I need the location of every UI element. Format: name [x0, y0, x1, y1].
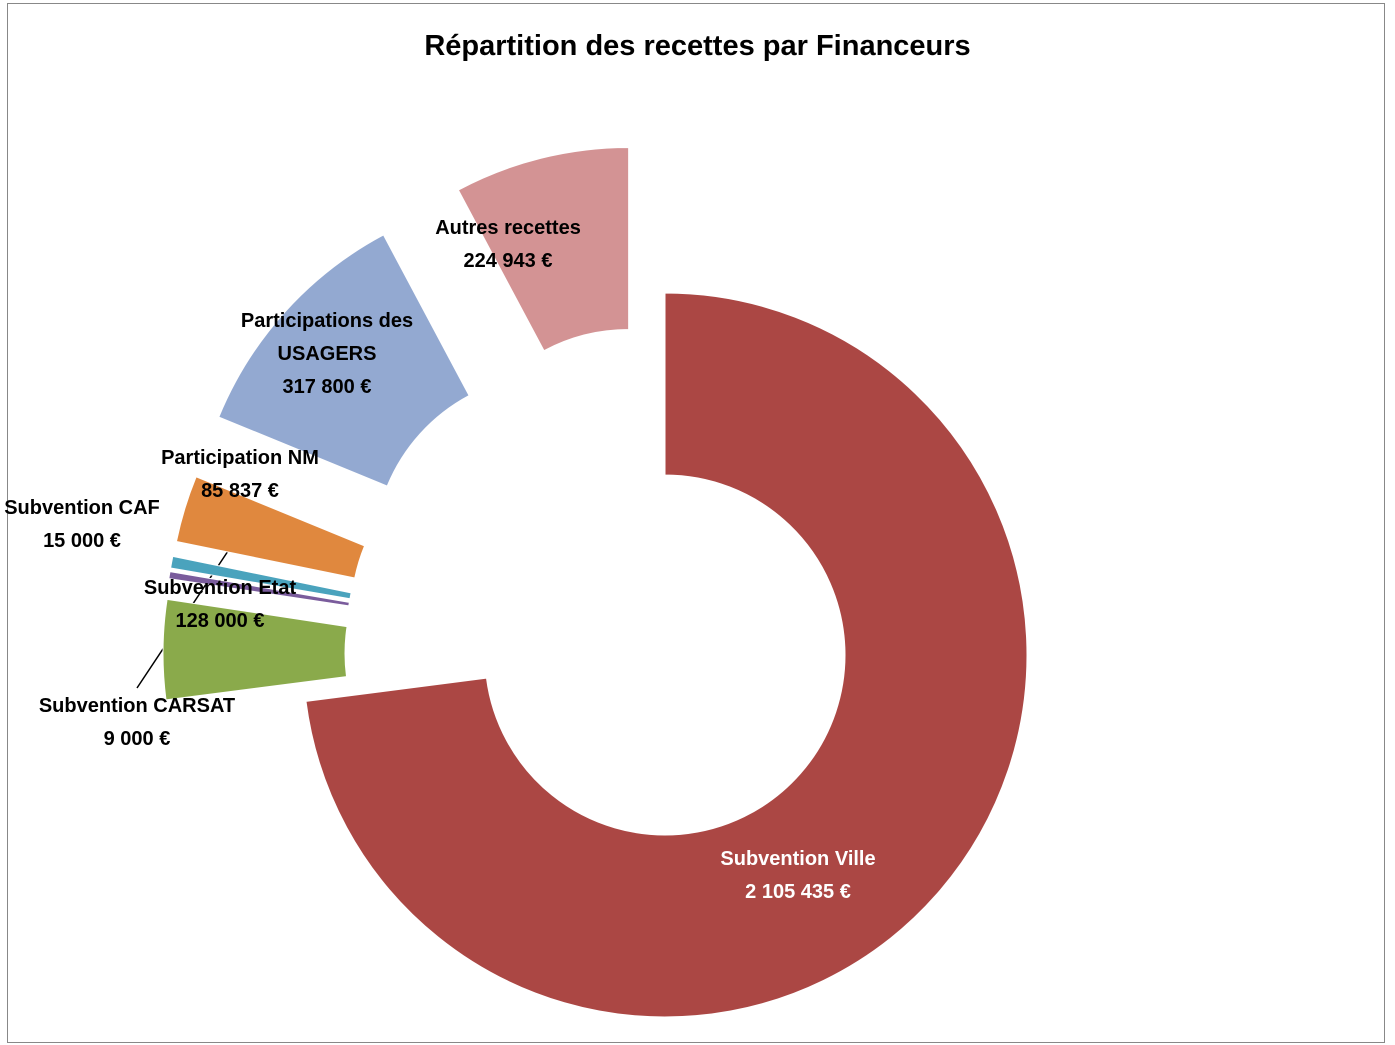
label-value: 317 800 €	[282, 376, 372, 398]
label-value: 9 000 €	[103, 728, 171, 750]
label-name: Participation NM	[161, 447, 319, 469]
label-name: Subvention Ville	[720, 848, 876, 870]
label-value: 2 105 435 €	[745, 881, 851, 903]
chart-border	[7, 3, 1385, 1043]
donut-slice	[218, 234, 470, 487]
label-name: Participations des USAGERS	[240, 310, 414, 365]
label-value: 128 000 €	[175, 610, 265, 632]
label-value: 224 943 €	[463, 250, 553, 272]
label-value: 85 837 €	[201, 480, 279, 502]
data-label: Autres recettes 224 943 €	[398, 212, 618, 278]
donut-slice	[305, 292, 1028, 1018]
donut-slice	[457, 146, 630, 352]
data-label: Subvention CAF 15 000 €	[0, 492, 182, 558]
data-label: Subvention Etat 128 000 €	[110, 572, 330, 638]
donut-slice	[175, 476, 366, 579]
data-label: Participations des USAGERS 317 800 €	[217, 305, 437, 404]
label-name: Subvention CARSAT	[38, 695, 236, 717]
label-name: Subvention CAF	[4, 497, 160, 519]
data-label: Participation NM 85 837 €	[130, 442, 350, 508]
data-label: Subvention CARSAT 9 000 €	[7, 690, 267, 756]
chart-title: Répartition des recettes par Financeurs	[424, 30, 971, 62]
donut-slice	[168, 571, 350, 607]
donut-slice	[170, 555, 352, 600]
label-name: Autres recettes	[435, 217, 581, 239]
label-value: 15 000 €	[43, 530, 121, 552]
data-label: Subvention Ville 2 105 435 €	[668, 843, 928, 909]
label-name: Subvention Etat	[143, 577, 297, 599]
donut-slice	[162, 598, 348, 701]
